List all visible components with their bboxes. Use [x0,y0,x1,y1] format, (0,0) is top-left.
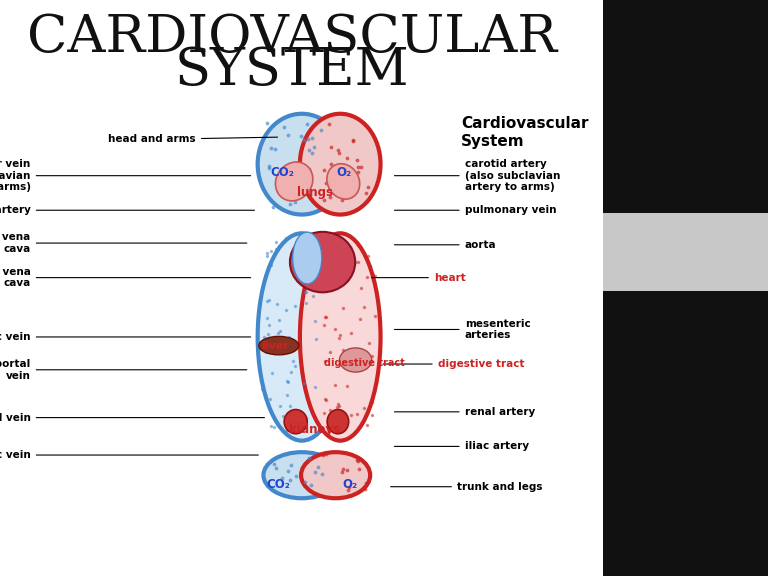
Bar [603,291,768,576]
Text: SYSTEM: SYSTEM [174,45,409,96]
Ellipse shape [257,233,346,441]
Ellipse shape [300,114,380,215]
Text: digestive tract: digestive tract [324,358,406,368]
Text: CARDIOVASCULAR: CARDIOVASCULAR [27,12,557,63]
Text: head and arms: head and arms [108,134,277,145]
Text: trunk and legs: trunk and legs [391,482,542,492]
Text: kidneys: kidneys [290,423,340,435]
Text: heart: heart [372,272,465,283]
Ellipse shape [290,232,355,293]
Bar [603,0,768,213]
Text: lungs: lungs [297,187,333,199]
Text: digestive tract: digestive tract [383,359,525,369]
Text: hepatic portal
vein: hepatic portal vein [0,359,247,381]
Ellipse shape [257,114,346,215]
Text: inferior vena
cava: inferior vena cava [0,267,250,289]
Bar [603,213,768,291]
Text: hepatic vein: hepatic vein [0,332,250,342]
Ellipse shape [301,452,370,498]
Text: renal artery: renal artery [395,407,535,417]
Text: superior vena
cava: superior vena cava [0,232,247,254]
Ellipse shape [327,164,359,199]
Ellipse shape [300,233,380,441]
Text: pulmonary vein: pulmonary vein [395,205,556,215]
Text: pulmonary artery: pulmonary artery [0,205,254,215]
Text: O₂: O₂ [336,166,352,179]
Ellipse shape [293,232,322,284]
Text: iliac artery: iliac artery [395,441,528,452]
Ellipse shape [339,348,372,372]
Text: carotid artery
(also subclavian
artery to arms): carotid artery (also subclavian artery t… [395,159,560,192]
Text: renal vein: renal vein [0,412,264,423]
Text: Cardiovascular
System: Cardiovascular System [461,116,588,149]
Ellipse shape [276,162,313,201]
Ellipse shape [263,452,340,498]
Text: aorta: aorta [395,240,496,250]
Ellipse shape [327,410,349,434]
Text: CO₂: CO₂ [270,166,295,179]
Text: jugular vein
(also subclavian
vein from arms): jugular vein (also subclavian vein from … [0,159,250,192]
Ellipse shape [284,410,307,434]
Text: CO₂: CO₂ [266,479,290,491]
Text: liver: liver [261,340,289,351]
Text: mesenteric
arteries: mesenteric arteries [395,319,531,340]
Ellipse shape [259,336,299,355]
Text: iliac vein: iliac vein [0,450,258,460]
Text: O₂: O₂ [342,479,357,491]
